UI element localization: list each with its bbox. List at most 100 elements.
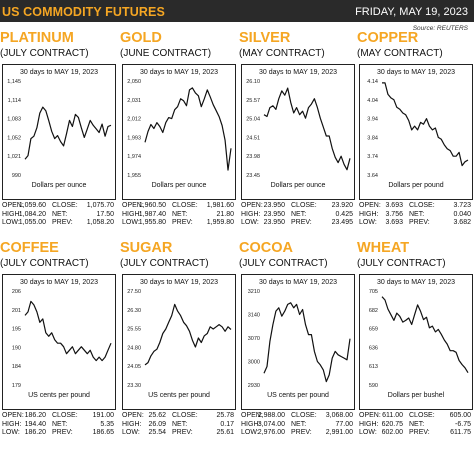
y-tick-label: 24.51	[246, 135, 260, 141]
net-value: 77.00	[335, 420, 353, 428]
open-value: 186.20	[24, 412, 46, 419]
y-tick-label: 1,114	[8, 98, 21, 104]
close-value: 23.920	[331, 202, 353, 209]
net-label: NET:	[291, 210, 307, 218]
price-stats: OPEN: 2,988.00 CLOSE: 3,068.00 HIGH: 3,0…	[241, 412, 353, 438]
panel-gold: GOLD (JUNE CONTRACT) 2,050 2,031 2,012 1,99…	[120, 30, 238, 242]
price-stats: OPEN: 186.20 CLOSE: 191.00 HIGH: 194.40 …	[2, 412, 114, 438]
chart-svg: 4.14 4.04 3.94 3.84 3.74 3.64	[367, 79, 469, 179]
chart-svg: 27.50 26.30 25.55 24.80 24.05 23.30	[127, 289, 232, 389]
prev-value: 611.75	[450, 429, 471, 437]
high-label: HIGH:	[2, 210, 22, 218]
contract-label: (JULY CONTRACT)	[120, 258, 209, 269]
stats-row-open-close: OPEN: 1,059.60 CLOSE: 1,075.70	[2, 202, 114, 211]
low-label: LOW:	[122, 219, 140, 227]
net-label: NET:	[172, 420, 188, 428]
stats-row-high-net: HIGH: 3.756 NET: 0.040	[359, 211, 471, 220]
low-label: LOW:	[2, 429, 20, 437]
open-label: OPEN:	[241, 202, 263, 209]
price-stats: OPEN: 25.62 CLOSE: 25.78 HIGH: 26.09 NET…	[122, 412, 234, 438]
stats-row-open-close: OPEN: 25.62 CLOSE: 25.78	[122, 412, 234, 421]
y-tick-label: 23.30	[127, 383, 141, 389]
chart-caption: 30 days to MAY 19, 2023	[377, 69, 455, 76]
high-value: 194.40	[24, 420, 46, 428]
y-tick-label: 25.04	[246, 117, 260, 123]
high-label: HIGH:	[241, 210, 261, 218]
chart-svg: 1,145 1,114 1,083 1,052 1,021 990	[7, 79, 112, 179]
prev-label: PREV:	[172, 219, 193, 227]
open-value: 2,988.00	[257, 412, 285, 419]
y-tick-label: 1,993	[127, 135, 141, 141]
close-value: 1,981.60	[206, 202, 234, 209]
prev-label: PREV:	[291, 219, 312, 227]
contract-label: (JULY CONTRACT)	[239, 258, 328, 269]
prev-label: PREV:	[291, 429, 312, 437]
unit-label: US cents per pound	[148, 392, 210, 399]
chart-svg: 26.10 25.57 25.04 24.51 23.98 23.45	[246, 79, 351, 179]
low-value: 2,976.00	[257, 429, 285, 437]
close-value: 605.00	[449, 412, 471, 419]
low-label: LOW:	[2, 219, 20, 227]
y-tick-label: 636	[369, 345, 378, 351]
y-tick-label: 1,021	[7, 154, 21, 160]
unit-label: Dollars per pound	[388, 182, 444, 189]
y-tick-label: 3140	[248, 313, 260, 319]
net-value: 0.425	[335, 210, 353, 218]
y-tick-label: 4.14	[367, 79, 378, 85]
panel-silver: SILVER (MAY CONTRACT) 26.10 25.57 25.04 24.…	[239, 30, 357, 242]
page-date: FRIDAY, MAY 19, 2023	[355, 6, 468, 18]
contract-label: (JUNE CONTRACT)	[120, 48, 212, 59]
contract-label: (JULY CONTRACT)	[0, 48, 89, 59]
chart-caption: 30 days to MAY 19, 2023	[140, 279, 218, 286]
commodity-name: COPPER	[357, 30, 419, 46]
low-label: LOW:	[122, 429, 140, 437]
y-tick-label: 195	[12, 327, 21, 333]
y-tick-label: 2,031	[127, 98, 141, 104]
prev-value: 186.65	[92, 429, 114, 437]
open-label: OPEN:	[359, 202, 381, 209]
low-value: 1,055.00	[18, 219, 46, 227]
open-value: 1,960.50	[138, 202, 166, 209]
price-chart: 26.10 25.57 25.04 24.51 23.98 23.45 30 days t…	[241, 64, 355, 200]
net-value: 5.35	[100, 420, 114, 428]
stats-row-open-close: OPEN: 1,960.50 CLOSE: 1,981.60	[122, 202, 234, 211]
close-label: CLOSE:	[291, 202, 317, 209]
y-tick-label: 3.64	[367, 173, 378, 179]
commodity-name: PLATINUM	[0, 30, 74, 46]
high-label: HIGH:	[2, 420, 22, 428]
commodity-name: SUGAR	[120, 240, 173, 256]
net-value: -6.75	[455, 420, 471, 428]
y-tick-label: 3210	[248, 289, 260, 295]
panel-platinum: PLATINUM (JULY CONTRACT) 1,145 1,114 1,083…	[0, 30, 118, 242]
price-series-line	[24, 106, 112, 160]
stats-row-low-prev: LOW: 3.693 PREV: 3.682	[359, 219, 471, 228]
high-label: HIGH:	[241, 420, 261, 428]
panel-wheat: WHEAT (JULY CONTRACT) 705 682 659 636 613 590…	[357, 240, 474, 452]
prev-value: 23.495	[331, 219, 353, 227]
stats-row-low-prev: LOW: 602.00 PREV: 611.75	[359, 429, 471, 438]
prev-label: PREV:	[52, 219, 73, 227]
prev-label: PREV:	[172, 429, 193, 437]
open-label: OPEN:	[2, 412, 24, 419]
prev-label: PREV:	[52, 429, 73, 437]
y-tick-label: 1,974	[127, 154, 141, 160]
y-tick-label: 23.98	[246, 154, 260, 160]
price-chart: 206 201 195 190 184 179 30 days to MAY 19, 20…	[2, 274, 116, 410]
stats-row-low-prev: LOW: 1,055.00 PREV: 1,058.20	[2, 219, 114, 228]
unit-label: US cents per pound	[28, 392, 90, 399]
net-label: NET:	[291, 420, 307, 428]
y-tick-label: 705	[369, 289, 378, 295]
chart-caption: 30 days to MAY 19, 2023	[140, 69, 218, 76]
net-label: NET:	[409, 420, 425, 428]
high-value: 3.756	[385, 210, 403, 218]
header-bar: US COMMODITY FUTURES FRIDAY, MAY 19, 202…	[0, 0, 474, 22]
chart-caption: 30 days to MAY 19, 2023	[259, 69, 337, 76]
y-tick-label: 23.45	[246, 173, 260, 179]
y-tick-label: 590	[369, 383, 378, 389]
price-chart: 4.14 4.04 3.94 3.84 3.74 3.64 30 days to MAY …	[359, 64, 473, 200]
chart-svg: 3210 3140 3070 3000 2930	[248, 289, 351, 389]
y-tick-label: 682	[369, 308, 378, 314]
chart-svg: 2,050 2,031 2,012 1,993 1,974 1,955	[127, 79, 232, 179]
y-tick-label: 201	[12, 308, 21, 314]
chart-svg: 705 682 659 636 613 590	[369, 289, 469, 389]
